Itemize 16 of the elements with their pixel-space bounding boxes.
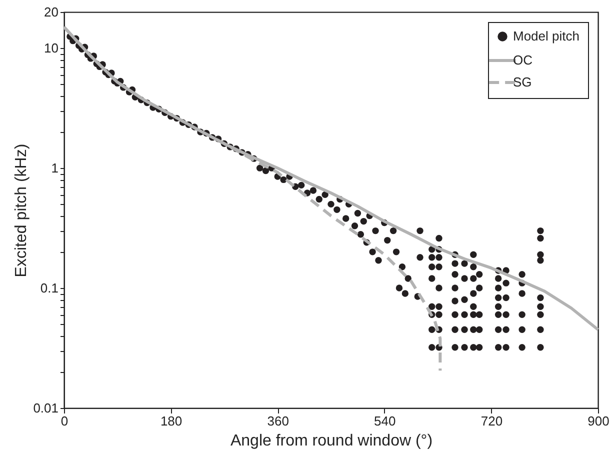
x-tick-label: 360 [267, 414, 289, 428]
y-tick-label: 0.1 [40, 280, 58, 296]
x-tick-label: 720 [480, 414, 503, 428]
x-tick-label: 0 [60, 414, 68, 428]
y-tick-label: 20 [44, 4, 58, 20]
y-tick-label: 1 [51, 160, 58, 176]
x-axis-title: Angle from round window (°) [230, 432, 433, 450]
x-tick-label: 540 [374, 414, 396, 428]
y-tick-label: 0.01 [33, 400, 58, 416]
legend-label: OC [513, 52, 532, 68]
y-tick-label: 10 [44, 40, 58, 56]
legend-label: SG [513, 74, 532, 90]
legend-label: Model pitch [513, 28, 580, 44]
x-tick-label: 180 [160, 414, 182, 428]
y-axis-title: Excited pitch (kHz) [13, 144, 30, 278]
x-tick-label: 900 [588, 414, 610, 428]
